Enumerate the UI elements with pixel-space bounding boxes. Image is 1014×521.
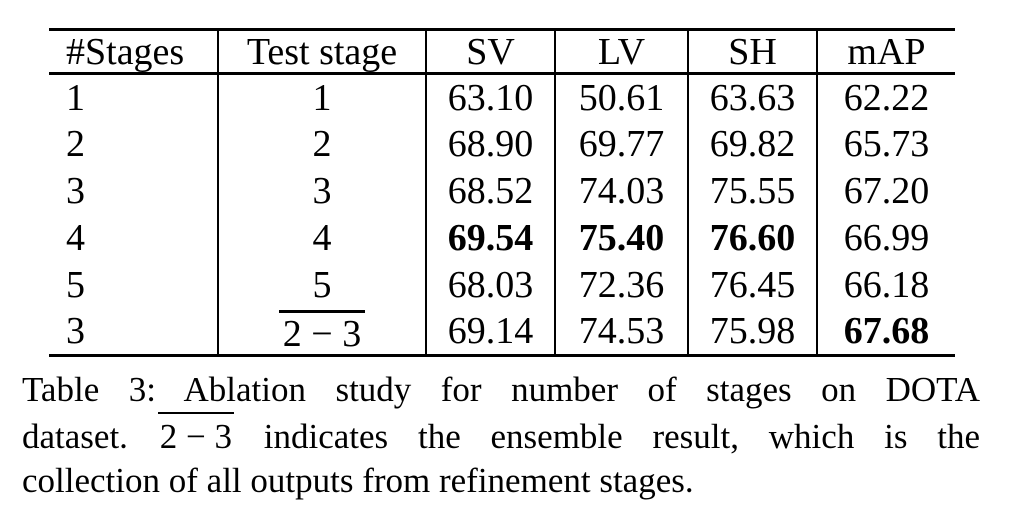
table-row: 4 4 69.54 75.40 76.60 66.99 — [49, 214, 955, 262]
table-cell: 63.63 — [687, 73, 817, 121]
table-cell: 2 − 3 — [217, 308, 426, 356]
column-header-test-stage: Test stage — [217, 29, 426, 75]
table-cell: 67.68 — [816, 308, 955, 356]
column-header-map: mAP — [816, 29, 955, 75]
table-cell: 5 — [217, 261, 426, 309]
table-cell: 76.60 — [687, 214, 817, 262]
table-caption: Table 3: Ablation study for number of st… — [22, 368, 980, 503]
table-cell: 50.61 — [554, 73, 688, 121]
table-cell: 65.73 — [816, 120, 955, 168]
table-row: 3 2 − 3 69.14 74.53 75.98 67.68 — [49, 308, 955, 356]
header-row: #Stages Test stage SV LV SH mAP — [49, 29, 955, 75]
column-header-lv: LV — [554, 29, 688, 75]
table-cell: 68.90 — [425, 120, 555, 168]
table-cell: 4 — [66, 217, 85, 259]
table-cell: 66.99 — [816, 214, 955, 262]
table-cell: 75.55 — [687, 167, 817, 215]
table-cell: 62.22 — [816, 73, 955, 121]
ensemble-label: 2 − 3 — [157, 412, 234, 459]
table-cell: 2 — [217, 120, 426, 168]
table-cell: 74.53 — [554, 308, 688, 356]
table-row: 1 1 63.10 50.61 63.63 62.22 — [49, 73, 955, 121]
column-header-stages: #Stages — [49, 29, 218, 75]
table-cell: 3 — [66, 310, 85, 353]
results-table: #Stages Test stage SV LV SH mAP 1 1 63.10 5… — [49, 28, 955, 357]
table-cell: 68.52 — [425, 167, 555, 215]
table-cell: 69.77 — [554, 120, 688, 168]
caption-line-2-prefix: dataset. — [22, 417, 128, 456]
caption-line-3: collection of all outputs from refinemen… — [22, 461, 694, 500]
table-cell: 75.98 — [687, 308, 817, 356]
table-cell: 68.03 — [425, 261, 555, 309]
caption-line-1: Table 3: Ablation study for number of st… — [22, 370, 980, 409]
table-row: 5 5 68.03 72.36 76.45 66.18 — [49, 261, 955, 309]
column-header-sh: SH — [687, 29, 817, 75]
table-cell: 69.54 — [425, 214, 555, 262]
table-cell: 63.10 — [425, 73, 555, 121]
table-cell: 1 — [217, 73, 426, 121]
table-cell: 69.82 — [687, 120, 817, 168]
caption-line-2: dataset. 2 − 3 indicates the ensemble re… — [22, 412, 980, 459]
table-body: 1 1 63.10 50.61 63.63 62.22 2 2 68.90 69.77 69.82 6… — [49, 73, 955, 356]
caption-line-2-suffix: indicates the ensemble result, which is … — [263, 417, 981, 456]
table-cell: 76.45 — [687, 261, 817, 309]
table-row: 3 3 68.52 74.03 75.55 67.20 — [49, 167, 955, 215]
table-cell: 69.14 — [425, 308, 555, 356]
table-cell: 5 — [66, 264, 85, 306]
table-cell: 3 — [217, 167, 426, 215]
table-cell: 1 — [66, 76, 85, 119]
table-cell: 3 — [66, 170, 85, 212]
column-header-sv: SV — [425, 29, 555, 75]
table-cell: 4 — [217, 214, 426, 262]
table-cell: 74.03 — [554, 167, 688, 215]
ensemble-label: 2 − 3 — [278, 309, 366, 353]
table-cell: 66.18 — [816, 261, 955, 309]
table-row: 2 2 68.90 69.77 69.82 65.73 — [49, 120, 955, 168]
table-cell: 72.36 — [554, 261, 688, 309]
table-cell: 2 — [66, 123, 85, 165]
table-cell: 75.40 — [554, 214, 688, 262]
table-cell: 67.20 — [816, 167, 955, 215]
